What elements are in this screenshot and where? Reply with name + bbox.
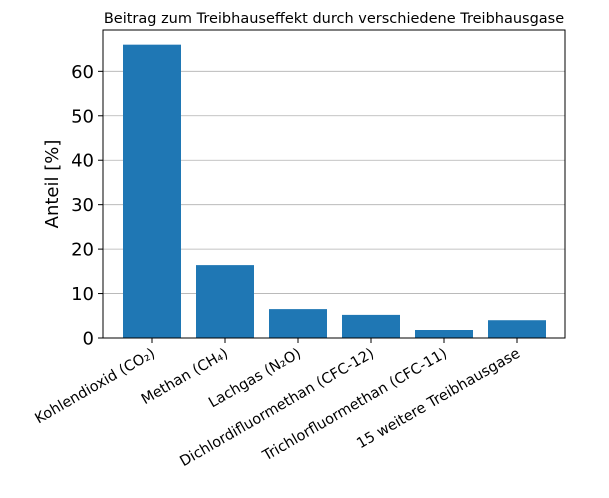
y-tick-label: 10: [71, 284, 94, 305]
bar: [123, 44, 181, 339]
bar: [342, 314, 400, 338]
x-tick-label: Kohlendioxid (CO₂): [32, 346, 158, 428]
bars: [123, 44, 546, 339]
bar: [196, 265, 254, 338]
bar: [415, 330, 473, 338]
chart-title: Beitrag zum Treibhauseffekt durch versch…: [104, 11, 564, 27]
y-axis-ticks: 0 10 20 30 40 50 60: [71, 62, 103, 350]
y-tick-label: 50: [71, 106, 94, 127]
y-tick-label: 30: [71, 195, 94, 216]
y-axis-label: Anteil [%]: [42, 140, 63, 229]
x-axis-ticks: Kohlendioxid (CO₂)Methan (CH₄)Lachgas (N…: [32, 338, 523, 470]
y-tick-label: 20: [71, 240, 94, 261]
y-tick-label: 40: [71, 151, 94, 172]
y-tick-label: 0: [83, 329, 94, 350]
y-tick-label: 60: [71, 62, 94, 83]
plot-frame: [102, 29, 566, 339]
bar: [488, 320, 546, 338]
bar: [269, 309, 327, 338]
